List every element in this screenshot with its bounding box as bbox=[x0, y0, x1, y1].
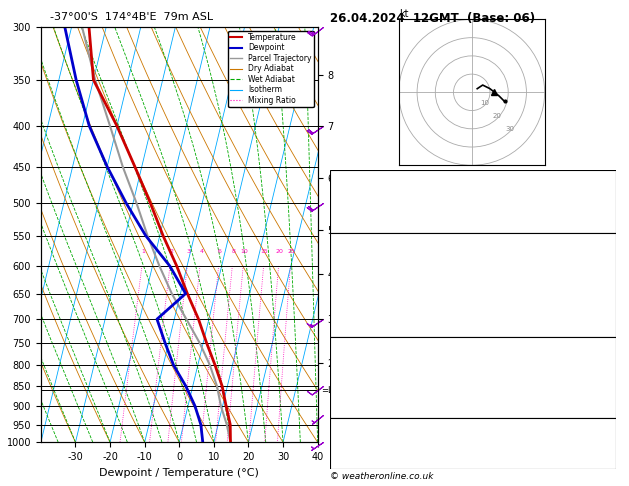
Bar bbox=[330, 337, 616, 418]
Text: StmDir: StmDir bbox=[333, 449, 367, 459]
Text: 305: 305 bbox=[595, 280, 613, 290]
Text: Most Unstable: Most Unstable bbox=[434, 339, 513, 349]
Text: θₑ(K): θₑ(K) bbox=[333, 280, 357, 290]
Text: 14.8: 14.8 bbox=[592, 250, 613, 260]
Text: 10: 10 bbox=[480, 100, 489, 106]
Text: CAPE (J): CAPE (J) bbox=[333, 393, 372, 403]
Text: Pressure (mb): Pressure (mb) bbox=[333, 353, 401, 363]
Text: CIN (J): CIN (J) bbox=[333, 406, 364, 417]
Text: kt: kt bbox=[399, 9, 408, 18]
Text: © weatheronline.co.uk: © weatheronline.co.uk bbox=[330, 472, 434, 481]
Text: 3: 3 bbox=[608, 325, 613, 335]
Text: =LCL: =LCL bbox=[321, 386, 343, 395]
Y-axis label: km
ASL: km ASL bbox=[345, 225, 362, 244]
Text: 3: 3 bbox=[608, 406, 613, 417]
Text: CAPE (J): CAPE (J) bbox=[333, 310, 372, 320]
Text: 136: 136 bbox=[595, 429, 613, 438]
Y-axis label: hPa: hPa bbox=[0, 225, 1, 244]
Text: 15: 15 bbox=[261, 249, 269, 254]
Text: 30: 30 bbox=[506, 125, 515, 132]
Text: 297°: 297° bbox=[590, 449, 613, 459]
Text: Temp (°C): Temp (°C) bbox=[333, 250, 381, 260]
Bar bbox=[330, 233, 616, 337]
Text: 20: 20 bbox=[276, 249, 284, 254]
Text: PW (cm): PW (cm) bbox=[333, 217, 374, 227]
Text: -28: -28 bbox=[598, 175, 613, 186]
Text: CIN (J): CIN (J) bbox=[333, 325, 364, 335]
Text: 1: 1 bbox=[142, 249, 145, 254]
Text: 8: 8 bbox=[231, 249, 235, 254]
Text: -37°00'S  174°4B'E  79m ASL: -37°00'S 174°4B'E 79m ASL bbox=[50, 12, 213, 22]
Text: 21: 21 bbox=[601, 459, 613, 469]
Text: 7: 7 bbox=[608, 380, 613, 390]
Text: 2: 2 bbox=[169, 249, 174, 254]
Text: EH: EH bbox=[333, 429, 347, 438]
Text: 1: 1 bbox=[608, 310, 613, 320]
Bar bbox=[330, 170, 616, 233]
Text: 1002: 1002 bbox=[589, 353, 613, 363]
Text: θₑ (K): θₑ (K) bbox=[333, 366, 360, 376]
Text: Totals Totals: Totals Totals bbox=[333, 196, 392, 207]
Text: Lifted Index: Lifted Index bbox=[333, 295, 391, 305]
Text: 7: 7 bbox=[608, 295, 613, 305]
Text: 10: 10 bbox=[240, 249, 248, 254]
Text: StmSpd (kt): StmSpd (kt) bbox=[333, 459, 391, 469]
Text: SREH: SREH bbox=[333, 438, 360, 449]
Text: Lifted Index: Lifted Index bbox=[333, 380, 391, 390]
Text: Dewp (°C): Dewp (°C) bbox=[333, 265, 383, 275]
Text: 26.04.2024  12GMT  (Base: 06): 26.04.2024 12GMT (Base: 06) bbox=[330, 12, 535, 25]
Text: 6: 6 bbox=[218, 249, 222, 254]
Text: 3: 3 bbox=[187, 249, 191, 254]
X-axis label: Dewpoint / Temperature (°C): Dewpoint / Temperature (°C) bbox=[99, 468, 259, 478]
Text: 305: 305 bbox=[595, 366, 613, 376]
Text: 20: 20 bbox=[493, 113, 502, 119]
Text: 1: 1 bbox=[608, 393, 613, 403]
Bar bbox=[330, 418, 616, 469]
Text: K: K bbox=[333, 175, 340, 186]
Text: 25: 25 bbox=[287, 249, 295, 254]
Text: 163: 163 bbox=[595, 438, 613, 449]
Legend: Temperature, Dewpoint, Parcel Trajectory, Dry Adiabat, Wet Adiabat, Isotherm, Mi: Temperature, Dewpoint, Parcel Trajectory… bbox=[228, 31, 314, 107]
Text: 4: 4 bbox=[199, 249, 203, 254]
Text: Hodograph: Hodograph bbox=[443, 418, 504, 428]
Text: 6.8: 6.8 bbox=[598, 265, 613, 275]
Text: Surface: Surface bbox=[452, 235, 494, 245]
Text: 40: 40 bbox=[601, 196, 613, 207]
Text: 1.22: 1.22 bbox=[592, 217, 613, 227]
